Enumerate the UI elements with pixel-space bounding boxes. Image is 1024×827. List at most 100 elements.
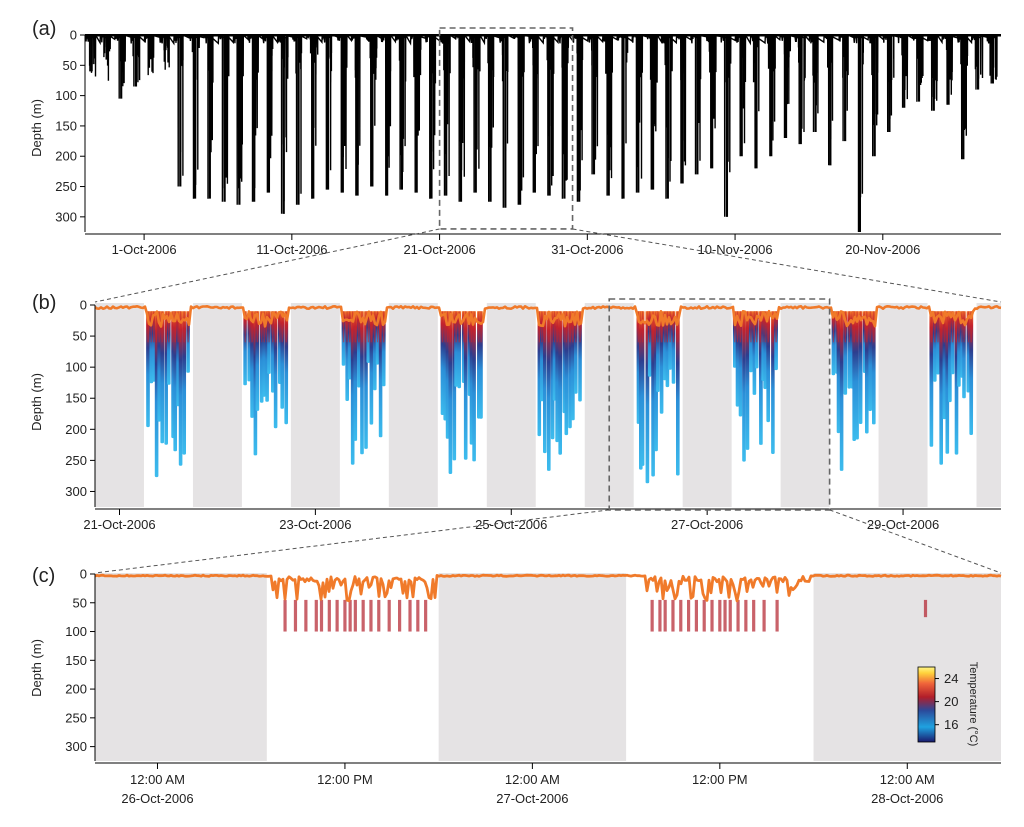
panel-a-xtick-label: 11-Oct-2006 <box>256 242 327 257</box>
panel-c-xtick-label: 12:00 AM <box>130 772 185 787</box>
panel-b-dive <box>640 311 645 466</box>
panel-b-xtick-label: 21-Oct-2006 <box>83 517 155 532</box>
panel-b-dive <box>273 311 278 429</box>
colorbar-title: Temperature (°C) <box>967 662 979 746</box>
panel-b-dive <box>552 311 557 401</box>
panel-b-dive <box>929 311 934 447</box>
panel-b-dive <box>942 311 947 420</box>
panel-b-dive <box>247 311 251 382</box>
panel-b-dive <box>360 311 364 455</box>
colorbar-tick-label: 16 <box>944 717 958 732</box>
panel-b-dive-warm-top <box>762 311 764 343</box>
panel-a-ytick-label: 100 <box>55 88 77 103</box>
panel-b-dives <box>95 305 1002 484</box>
panel-b-ylabel: Depth (m) <box>29 373 44 431</box>
panel-b-dive-warm-top <box>374 311 376 343</box>
panel-b-dive <box>871 311 876 425</box>
panel-b-dive <box>948 311 952 403</box>
panel-b-dive <box>738 311 743 417</box>
panel-a-xtick-label: 1-Oct-2006 <box>112 242 177 257</box>
panel-b-dive <box>831 311 836 376</box>
panel-b-dive <box>932 311 937 382</box>
panel-b-dive-warm-top <box>172 311 174 343</box>
panel-c-ytick-label: 0 <box>80 567 87 582</box>
panel-b-dive-warm-top <box>937 311 939 343</box>
panel-b-dive-warm-top <box>165 311 167 343</box>
panel-b-dive <box>537 311 542 437</box>
panel-b-dive-warm-top <box>361 311 363 343</box>
panel-b-dive-warm-top <box>648 311 651 343</box>
panel-b-xtick-label: 27-Oct-2006 <box>671 517 743 532</box>
panel-b-night-band <box>780 303 830 507</box>
panel-b-dive-warm-top <box>755 311 758 343</box>
panel-b-dive-warm-top <box>955 311 958 343</box>
panel-b-ytick-label: 0 <box>80 298 87 313</box>
panel-b-dive-warm-top <box>949 311 951 343</box>
panel-b-dive-warm-top <box>866 311 868 343</box>
panel-b-dive-warm-top <box>177 311 179 343</box>
panel-b-dive <box>558 311 563 455</box>
panel-c-xtick-date: 28-Oct-2006 <box>871 791 943 806</box>
panel-b-dive-warm-top <box>946 311 948 343</box>
panel-b-dive-warm-top <box>736 311 739 343</box>
panel-b-night-band <box>878 303 928 507</box>
panel-a-label: (a) <box>32 18 56 40</box>
panel-b-dive <box>855 311 859 440</box>
panel-b-dive-warm-top <box>256 311 259 343</box>
panel-b-dive-warm-top <box>856 311 858 343</box>
panel-b-dive <box>766 311 771 423</box>
panel-b-dive-warm-top <box>458 311 460 343</box>
panel-b-dive-warm-top <box>183 311 185 343</box>
panel-b-night-band <box>290 303 340 507</box>
panel-b-dive <box>479 311 483 419</box>
panel-b-dive <box>440 311 445 415</box>
colorbar-tick-label: 24 <box>944 671 958 686</box>
panel-b-dive-warm-top <box>480 311 482 343</box>
panel-b-dive-warm-top <box>940 311 942 343</box>
panel-c-dives <box>95 573 1002 740</box>
panel-c-ytick-label: 50 <box>73 595 87 610</box>
panel-b-dive-warm-top <box>559 311 561 343</box>
colorbar-tick-label: 20 <box>944 694 958 709</box>
panel-b-dive <box>472 311 476 462</box>
panel-b-dive <box>659 311 664 414</box>
panel-b-dive <box>966 311 971 393</box>
panel-b-dive <box>868 311 872 411</box>
connector-b-c-left <box>94 509 610 574</box>
panel-c-ytick-label: 250 <box>65 710 87 725</box>
panel-b-dive-warm-top <box>943 311 945 343</box>
panel-b-dive <box>847 311 852 389</box>
panel-a-x-axis: 1-Oct-2006 11-Oct-2006 21-Oct-2006 31-Oct-2… <box>85 233 1001 257</box>
panel-b-dive <box>259 311 264 403</box>
panel-b-dive-warm-top <box>556 311 558 343</box>
panel-a-y-axis: 0 50 100 150 200 250 300 <box>55 28 86 232</box>
panel-b-dive <box>945 311 950 454</box>
panel-b-dive-warm-top <box>553 311 556 343</box>
panel-b-dive <box>454 311 458 387</box>
panel-b-night-band <box>486 303 536 507</box>
panel-b-dive-warm-top <box>844 311 846 343</box>
panel-b-dive-warm-top <box>352 311 354 343</box>
panel-b-dive-warm-top <box>268 311 270 343</box>
panel-a-ytick-label: 150 <box>55 118 77 133</box>
panel-c-surface-trace <box>95 573 1002 603</box>
panel-b-dive <box>166 311 171 385</box>
panel-b-dive <box>463 311 468 460</box>
panel-b-dive <box>457 311 462 389</box>
panel-b-dive <box>250 311 255 418</box>
panel-b-dive <box>969 311 974 435</box>
panel-b-dive <box>350 311 355 465</box>
panel-a-ytick-label: 0 <box>70 28 77 43</box>
panel-b-ytick-label: 250 <box>65 453 87 468</box>
panel-b-dive <box>448 311 453 474</box>
panel-c-xtick-label: 12:00 PM <box>317 772 373 787</box>
panel-b-dive-warm-top <box>380 311 382 343</box>
panel-b-dive-warm-top <box>951 311 954 343</box>
panel-b-dive-warm-top <box>455 311 457 343</box>
panel-b-night-band <box>388 303 438 507</box>
panel-b-dive <box>164 311 168 445</box>
panel-b-dive-warm-top <box>174 311 176 343</box>
panel-b-dive-warm-top <box>179 311 182 343</box>
panel-b-dive-warm-top <box>285 311 287 343</box>
